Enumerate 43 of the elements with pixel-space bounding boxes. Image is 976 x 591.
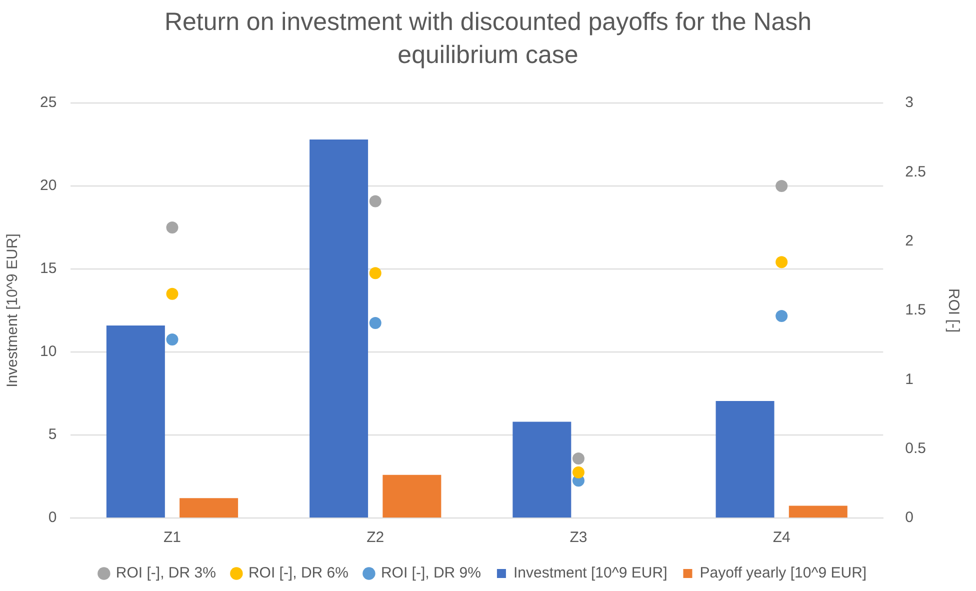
x-tick-label: Z2 [366, 529, 384, 546]
point [166, 334, 178, 346]
x-tick-label: Z1 [163, 529, 181, 546]
point [369, 195, 382, 208]
legend-label: Payoff yearly [10^9 EUR] [700, 564, 867, 582]
bar [180, 498, 238, 518]
legend-label: Investment [10^9 EUR] [513, 564, 668, 582]
y2-tick-label: 1.5 [905, 302, 926, 319]
point [572, 452, 584, 465]
point [166, 288, 178, 300]
y-tick-label: 0 [48, 509, 57, 526]
y2-tick-label: 1 [905, 370, 914, 388]
y-axis-title: Investment [10^9 EUR] [4, 234, 22, 388]
point [776, 256, 788, 268]
chart-title: Return on investment with discounted payoffs for the Nash equilibrium case [163, 7, 813, 71]
legend-label: ROI [-], DR 3% [116, 564, 216, 582]
point [776, 180, 788, 192]
point [776, 310, 788, 322]
y-tick-label: 25 [40, 94, 57, 112]
y2-tick-label: 3 [905, 94, 914, 112]
bar [106, 325, 165, 518]
y2-tick-label: 2 [905, 232, 914, 250]
x-tick-label: Z4 [772, 529, 790, 546]
y-tick-label: 10 [40, 343, 57, 360]
point [369, 316, 382, 329]
bar [788, 506, 848, 518]
y2-tick-label: 2.5 [905, 163, 926, 180]
bar [716, 400, 774, 518]
bar [382, 474, 442, 518]
point [572, 466, 584, 478]
bar [512, 422, 572, 518]
point [369, 267, 382, 280]
legend-label: ROI [-], DR 6% [248, 564, 348, 582]
y2-axis-title: ROI [-] [944, 288, 962, 333]
legend-label: ROI [-], DR 9% [380, 564, 481, 582]
y-tick-label: 20 [40, 177, 57, 194]
y-tick-label: 5 [48, 426, 57, 444]
point [166, 222, 178, 234]
y2-tick-label: 0.5 [905, 440, 926, 457]
y2-tick-label: 0 [905, 509, 914, 526]
x-tick-label: Z3 [570, 529, 588, 546]
y-tick-label: 15 [40, 260, 57, 278]
bar [310, 140, 368, 518]
